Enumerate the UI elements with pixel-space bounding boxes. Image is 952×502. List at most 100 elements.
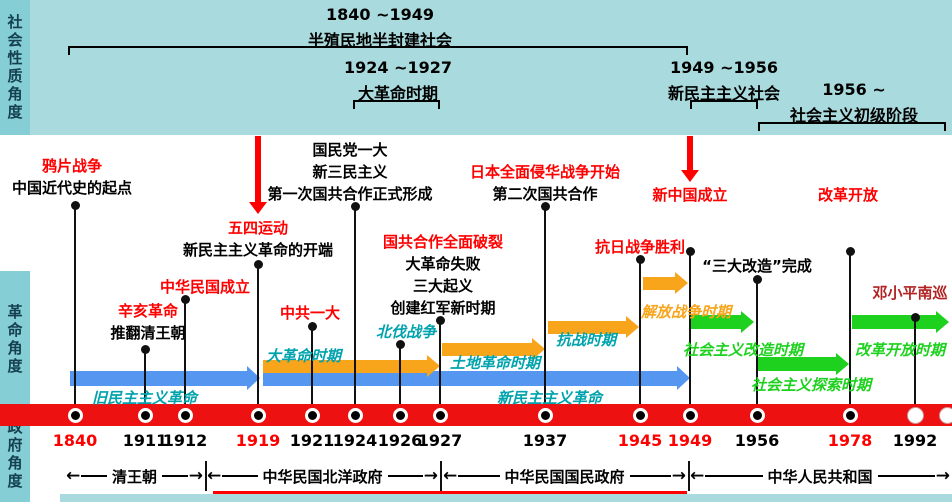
event-stem — [354, 206, 356, 404]
period-arrow-label: 新民主主义革命 — [497, 389, 603, 407]
period-arrow-head — [836, 353, 849, 375]
event-label: 中华民国成立 — [159, 278, 251, 296]
period-bracket — [68, 46, 688, 55]
event-stem-dot — [845, 247, 855, 256]
gov-period: ← 清王朝 → — [66, 464, 203, 488]
event-label: 第一次国共合作正式形成 — [267, 185, 433, 203]
event-label-group: 邓小平南巡 — [872, 282, 947, 304]
period-arrow-shaft — [852, 315, 936, 329]
year-label: 1911 — [122, 431, 168, 450]
year-label: 1937 — [522, 431, 568, 450]
event-label-group: 日本全面侵华战争开始 第二次国共合作 — [470, 161, 620, 205]
event-label-group: 五四运动新民主主义革命的开端 — [183, 217, 333, 261]
event-stem-dot — [685, 247, 695, 256]
timeline-bar — [0, 404, 952, 426]
event-label: 三大起义 — [412, 277, 474, 295]
period-arrow-head — [427, 355, 440, 377]
event-stem — [311, 326, 313, 404]
year-label: 1924 — [332, 431, 378, 450]
event-label: 五四运动 — [227, 219, 289, 237]
red-down-arrow-head — [249, 202, 267, 214]
gov-right-arrow-icon: → — [671, 465, 687, 486]
event-stem — [257, 264, 259, 404]
period-arrow-label: 社会主义改造时期 — [683, 341, 804, 359]
timeline-dot — [250, 407, 266, 423]
event-stem-dot — [910, 313, 920, 322]
period-bracket — [353, 100, 440, 109]
period-name: 半殖民地半封建社会 — [307, 31, 453, 50]
period-arrow-label: 解放战争时期 — [641, 303, 732, 321]
year-label: 1912 — [162, 431, 208, 450]
event-label-group: 国民党一大 新三民主义 第一次国共合作正式形成 — [267, 139, 432, 205]
gov-line — [705, 475, 763, 477]
event-label: 第二次国共合作 — [492, 185, 598, 203]
event-label: 大革命失败 — [405, 255, 481, 273]
period-arrow-shaft — [548, 320, 626, 334]
gov-line — [162, 475, 188, 477]
event-stem-dot — [435, 316, 445, 325]
period-name: 新民主主义社会 — [667, 84, 781, 103]
period-arrow-label: 改革开放时期 — [855, 341, 946, 359]
period-arrow-label: 抗战时期 — [556, 331, 617, 349]
period-arrow-label: 大革命时期 — [266, 347, 342, 365]
event-label: 鸦片战争 — [41, 157, 103, 175]
timeline-dot — [392, 407, 408, 423]
year-label: 1956 — [734, 431, 780, 450]
gov-line — [458, 475, 500, 477]
timeline-dot — [137, 407, 153, 423]
event-label: 北伐战争 — [375, 323, 437, 341]
red-down-arrow-head — [681, 170, 699, 182]
event-stem — [144, 349, 146, 404]
period-arrow-shaft — [70, 370, 247, 386]
timeline-dot — [177, 407, 193, 423]
event-label: 中共一大 — [279, 304, 341, 322]
event-label: 中国近代史的起点 — [11, 179, 133, 197]
event-label: 新民主主义革命的开端 — [182, 241, 334, 259]
gov-line — [629, 475, 671, 477]
gov-left-arrow-icon: ← — [66, 465, 81, 486]
event-label-group: 中共一大 — [280, 302, 340, 324]
gov-period-label: 中华人民共和国 — [767, 467, 873, 486]
event-label-group: “三大改造”完成 — [702, 255, 812, 277]
gov-left-arrow-icon: ← — [690, 465, 705, 486]
event-stem — [689, 251, 691, 404]
side-label-revolution: 革命角度 — [0, 271, 30, 408]
event-label: 国共合作全面破裂 — [382, 233, 504, 251]
event-stem-dot — [253, 260, 263, 269]
gov-period: ← 中华民国北洋政府 → — [207, 464, 438, 488]
event-label: 辛亥革命 — [117, 302, 179, 320]
gov-right-arrow-icon: → — [188, 465, 204, 486]
year-label: 1919 — [235, 431, 281, 450]
timeline-dot — [842, 407, 858, 423]
period-arrow-label: 社会主义探索时期 — [751, 376, 872, 394]
period-range: 1949 ~1956 — [669, 58, 779, 77]
event-label-group: 新中国成立 — [652, 184, 727, 206]
event-stem — [756, 279, 758, 404]
gov-period-label: 中华民国国民政府 — [504, 467, 625, 486]
gov-divider — [688, 461, 690, 491]
period-arrow-shaft — [263, 359, 427, 373]
period-range: 1956 ~ — [822, 80, 886, 99]
gov-period: ← 中华人民共和国 → — [690, 464, 950, 488]
gov-line — [387, 475, 423, 477]
event-label: 创建红军新时期 — [390, 299, 496, 317]
timeline-dot — [67, 407, 83, 423]
period-arrow-head — [936, 311, 949, 333]
gov-divider — [440, 461, 442, 491]
gov-left-arrow-icon: ← — [443, 465, 458, 486]
social-nature-band — [0, 0, 952, 135]
gov-period-label: 中华民国北洋政府 — [262, 467, 383, 486]
timeline-dot — [632, 407, 648, 423]
event-stem — [639, 259, 641, 404]
gov-line — [222, 475, 258, 477]
event-stem — [914, 317, 916, 404]
period-bracket — [690, 100, 758, 109]
red-down-arrow-shaft — [687, 136, 693, 171]
event-stem-dot — [70, 201, 80, 210]
event-label: 新三民主义 — [312, 163, 388, 181]
year-label: 1926 — [377, 431, 423, 450]
gov-divider — [205, 461, 207, 491]
period-arrow-label: 土地革命时期 — [450, 354, 541, 372]
period-name: 社会主义初级阶段 — [789, 106, 919, 125]
